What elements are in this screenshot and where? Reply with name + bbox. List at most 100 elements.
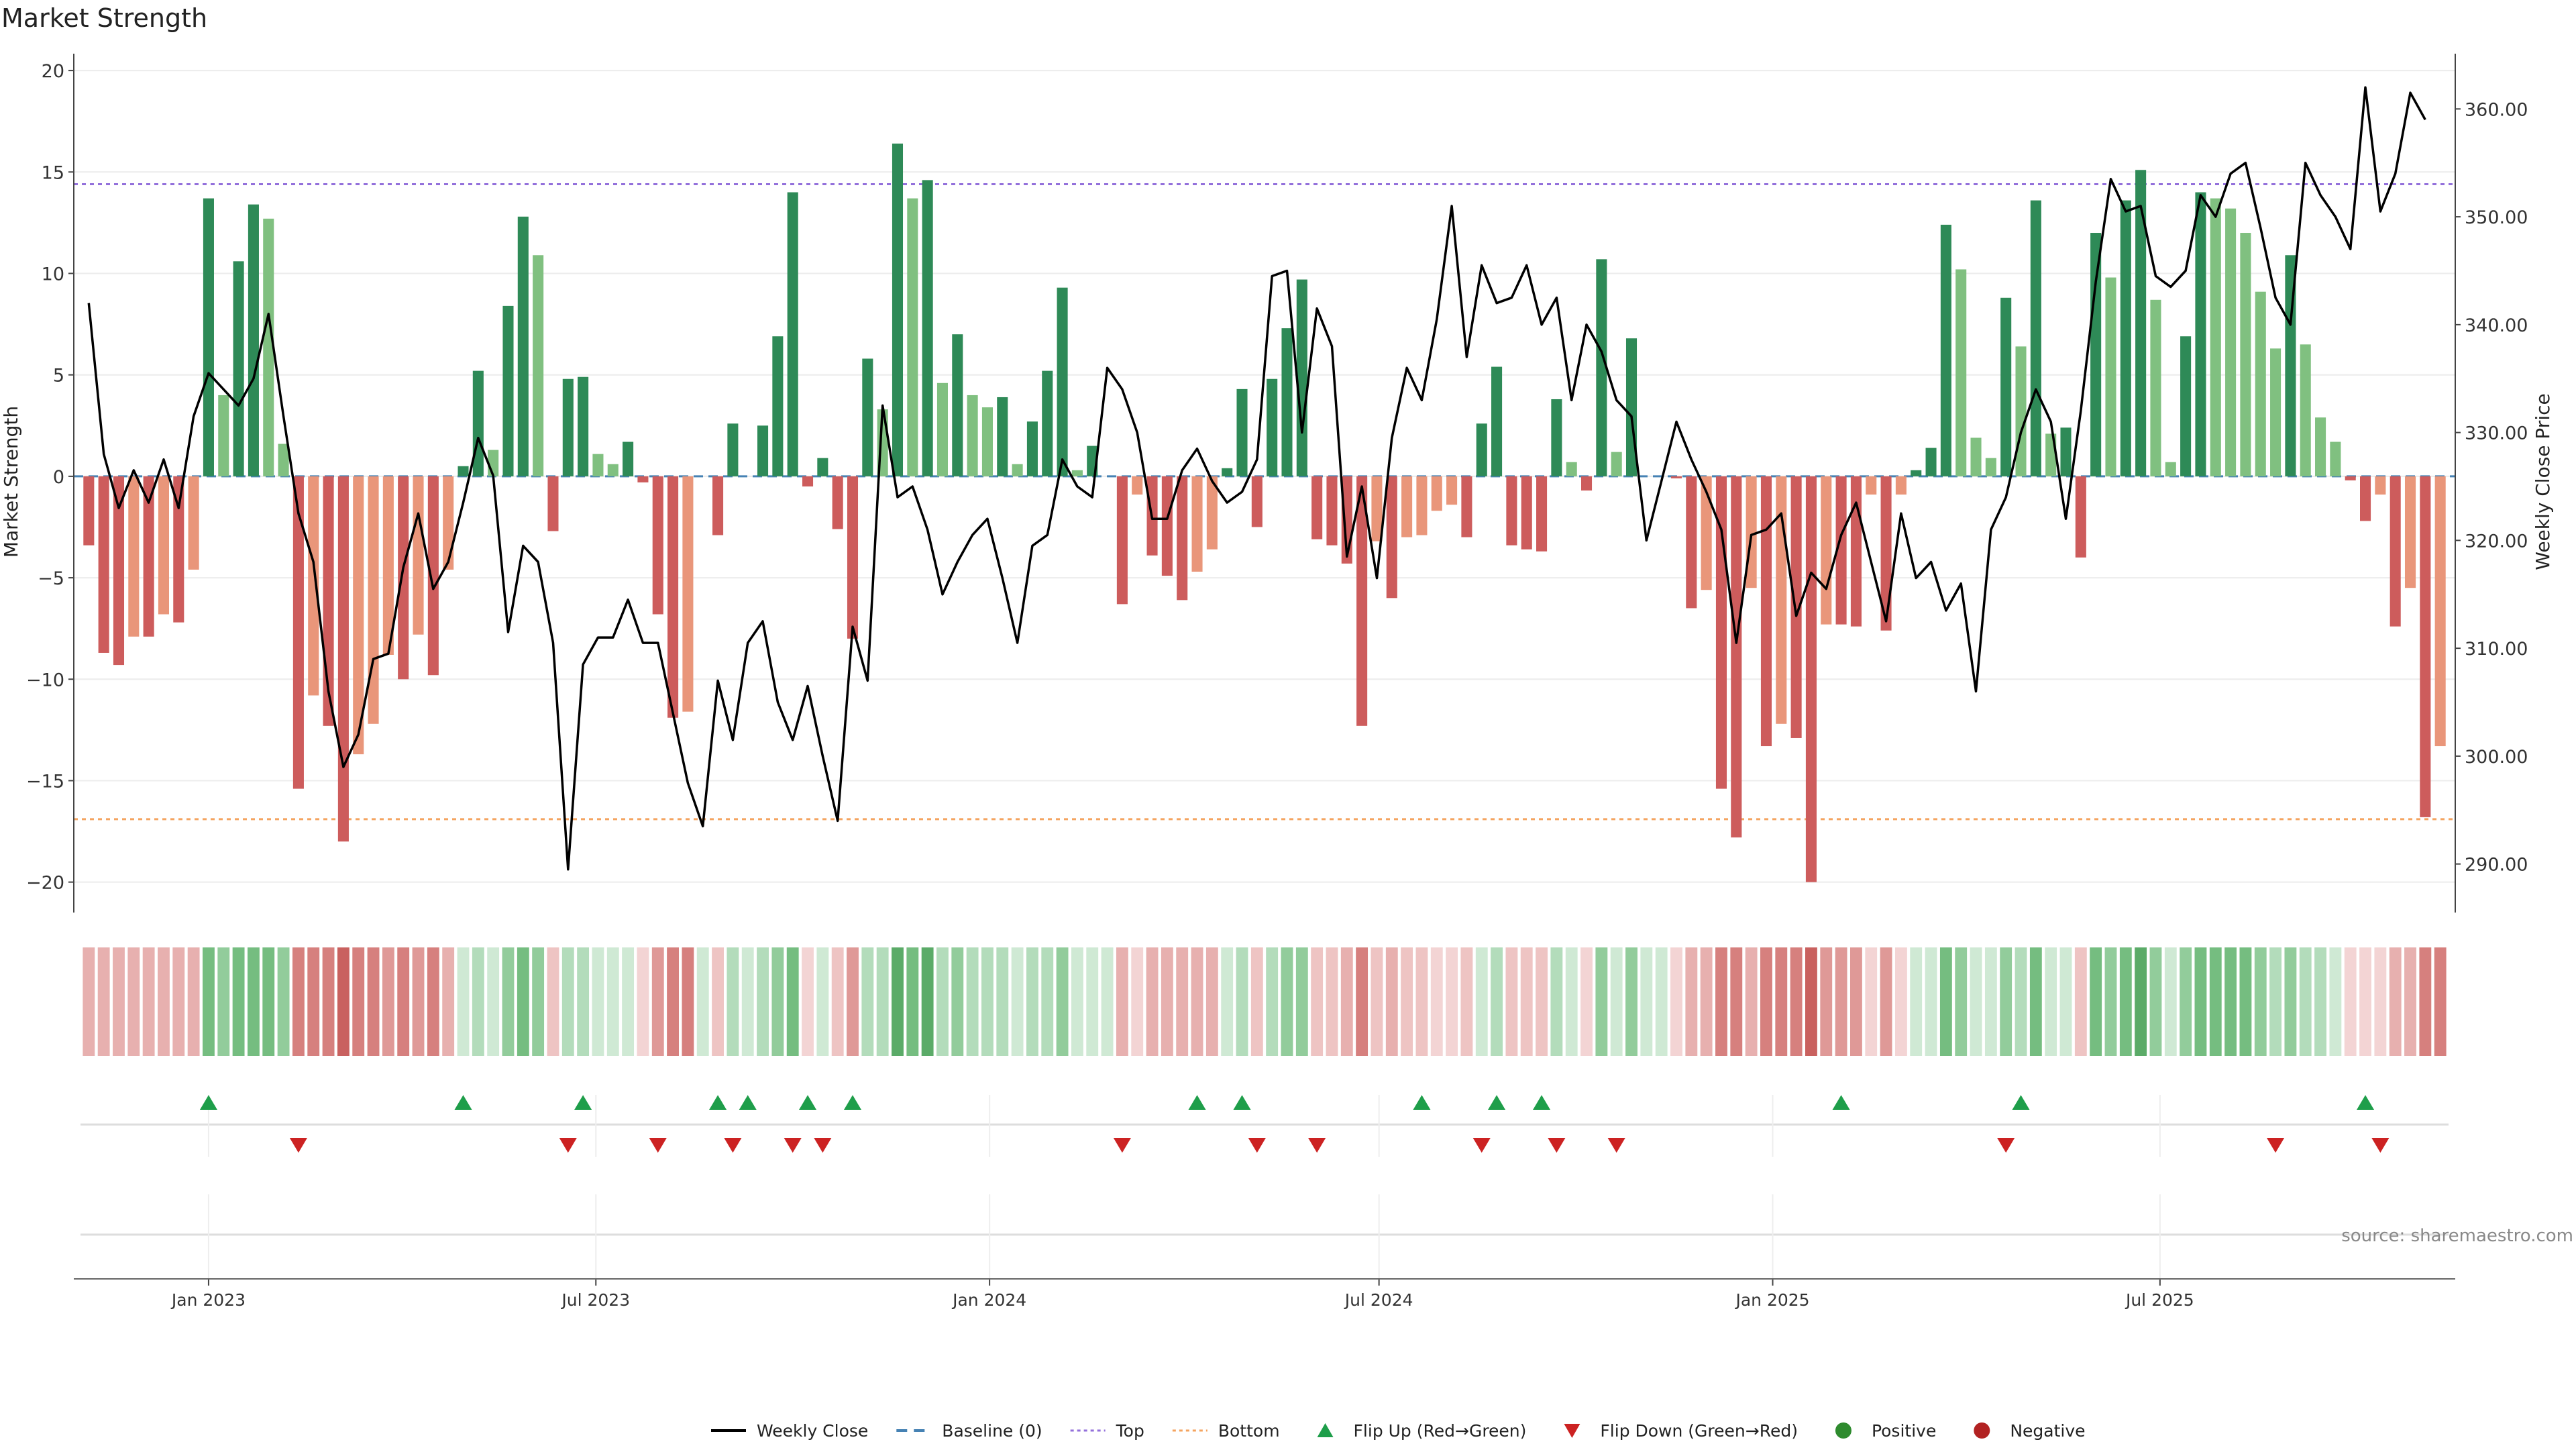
heat-cell — [412, 947, 425, 1056]
x-axis: Jan 2023 Jul 2023 Jan 2024 Jul 2024 Jan 2025… — [74, 1194, 2455, 1310]
heat-cell — [1790, 947, 1803, 1056]
heat-cell — [2090, 947, 2102, 1056]
heat-cell — [1071, 947, 1083, 1056]
strength-bar — [458, 466, 469, 476]
flip-up-marker — [1533, 1095, 1551, 1110]
heat-cell — [1910, 947, 1923, 1056]
strength-bar — [1267, 378, 1278, 476]
strength-bar — [1446, 476, 1458, 505]
strength-bar — [2195, 192, 2206, 476]
heat-cell — [802, 947, 814, 1056]
heat-cell — [1131, 947, 1144, 1056]
strength-bar — [936, 382, 949, 476]
strength-bar — [578, 376, 589, 476]
strength-bar — [2105, 277, 2116, 476]
strength-bar — [248, 204, 259, 476]
heat-cell — [1580, 947, 1593, 1056]
strength-bar — [2135, 170, 2147, 476]
heat-cell — [487, 947, 500, 1056]
heat-cell — [2269, 947, 2282, 1056]
strength-bar — [1686, 476, 1697, 609]
heat-cell — [1849, 947, 1862, 1056]
strength-bar — [188, 476, 199, 570]
heat-cell — [2374, 947, 2387, 1056]
legend-item-price: Weekly Close — [711, 1421, 868, 1441]
heat-cell — [1835, 947, 1847, 1056]
heat-cell — [2074, 947, 2087, 1056]
strength-bar — [1476, 423, 1487, 476]
heat-cell — [367, 947, 380, 1056]
strength-bar — [1701, 476, 1712, 590]
flip-down-marker — [1248, 1138, 1266, 1153]
strength-bar — [1431, 476, 1442, 511]
heat-cell — [1805, 947, 1817, 1056]
strength-bar — [1281, 328, 1293, 476]
strength-bar — [2420, 476, 2431, 817]
strength-bar — [413, 476, 424, 635]
heat-cell — [1460, 947, 1473, 1056]
source-note: source: sharemaestro.com — [2341, 1226, 2573, 1246]
flip-down-marker — [1113, 1138, 1131, 1153]
heat-cell — [1056, 947, 1069, 1056]
heat-cell — [1880, 947, 1892, 1056]
flip-up-marker — [799, 1095, 817, 1110]
heat-cell — [1086, 947, 1099, 1056]
strength-bar — [1161, 476, 1173, 576]
strength-bar — [203, 198, 214, 476]
heat-cell — [397, 947, 410, 1056]
strength-bar — [533, 255, 544, 476]
strength-bar — [1251, 476, 1263, 527]
price-line-layer — [87, 86, 2426, 871]
strength-bar — [952, 334, 963, 476]
strength-bar — [2120, 200, 2131, 476]
x-tick-label: Jan 2025 — [1734, 1290, 1809, 1310]
legend-swatch-dot — [1974, 1422, 1990, 1439]
strength-bar — [981, 407, 993, 476]
strength-bar — [1012, 464, 1023, 476]
heat-cell — [247, 947, 260, 1056]
heat-cell — [1595, 947, 1608, 1056]
strength-bar — [1970, 437, 1982, 476]
strength-bar — [1042, 370, 1053, 476]
heat-cell — [981, 947, 994, 1056]
strength-bar — [443, 476, 454, 570]
heat-cell — [1745, 947, 1758, 1056]
left-tick-label: −10 — [26, 670, 64, 690]
legend-item-flip_down: Flip Down (Green→Red) — [1564, 1421, 1798, 1441]
strength-bar — [1416, 476, 1428, 535]
heat-cell — [1401, 947, 1413, 1056]
heat-cell — [2284, 947, 2297, 1056]
strength-bar — [502, 305, 514, 476]
heat-cell — [682, 947, 694, 1056]
legend-item-baseline: Baseline (0) — [896, 1421, 1042, 1441]
flip-up-marker — [1233, 1095, 1251, 1110]
strength-bar — [1790, 476, 1802, 738]
right-tick-label: 310.00 — [2465, 639, 2528, 660]
strength-bar — [637, 476, 649, 482]
strength-bar — [218, 395, 229, 476]
flip-up-marker — [1413, 1095, 1431, 1110]
heat-cell — [1670, 947, 1682, 1056]
heat-cell — [2344, 947, 2357, 1056]
flip-up-marker — [1188, 1095, 1206, 1110]
strength-bar — [847, 476, 859, 639]
flip-down-marker — [1997, 1138, 2015, 1153]
heat-cell — [2029, 947, 2042, 1056]
right-tick-label: 360.00 — [2465, 99, 2528, 120]
heat-cell — [936, 947, 949, 1056]
heat-cell — [142, 947, 155, 1056]
heat-cell — [606, 947, 619, 1056]
chart-title: Market Strength — [1, 3, 207, 33]
strength-bar — [1371, 476, 1383, 541]
heat-cell — [1955, 947, 1968, 1056]
strength-bar — [2315, 417, 2326, 476]
heat-cell — [1161, 947, 1173, 1056]
heat-cell — [741, 947, 754, 1056]
strength-bar — [83, 476, 95, 546]
left-tick-label: 10 — [42, 264, 64, 285]
heat-cell — [2224, 947, 2237, 1056]
strength-bar — [967, 395, 978, 476]
x-tick-label: Jul 2024 — [1344, 1290, 1413, 1310]
strength-bar — [1670, 476, 1682, 478]
heat-cell — [217, 947, 230, 1056]
